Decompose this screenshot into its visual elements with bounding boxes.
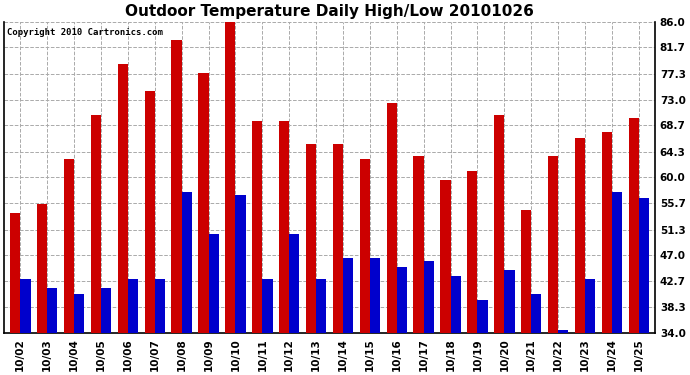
Bar	[397, 267, 407, 333]
Bar	[74, 294, 84, 333]
Bar	[531, 294, 542, 333]
Bar	[558, 330, 569, 333]
Bar	[128, 279, 138, 333]
Bar	[467, 171, 477, 333]
Bar	[424, 261, 434, 333]
Bar	[316, 279, 326, 333]
Bar	[198, 73, 208, 333]
Bar	[333, 144, 343, 333]
Bar	[413, 156, 424, 333]
Bar	[386, 102, 397, 333]
Bar	[155, 279, 165, 333]
Bar	[629, 117, 639, 333]
Bar	[252, 120, 262, 333]
Bar	[208, 234, 219, 333]
Bar	[144, 91, 155, 333]
Bar	[37, 204, 47, 333]
Bar	[451, 276, 461, 333]
Bar	[101, 288, 111, 333]
Bar	[343, 258, 353, 333]
Bar	[181, 192, 192, 333]
Bar	[639, 198, 649, 333]
Bar	[440, 180, 451, 333]
Bar	[118, 64, 128, 333]
Bar	[64, 159, 74, 333]
Bar	[548, 156, 558, 333]
Bar	[585, 279, 595, 333]
Bar	[477, 300, 488, 333]
Bar	[306, 144, 316, 333]
Bar	[521, 210, 531, 333]
Bar	[575, 138, 585, 333]
Bar	[91, 114, 101, 333]
Bar	[10, 213, 20, 333]
Bar	[370, 258, 380, 333]
Bar	[225, 22, 235, 333]
Title: Outdoor Temperature Daily High/Low 20101026: Outdoor Temperature Daily High/Low 20101…	[125, 4, 534, 19]
Bar	[47, 288, 57, 333]
Bar	[504, 270, 515, 333]
Bar	[359, 159, 370, 333]
Bar	[262, 279, 273, 333]
Bar	[494, 114, 504, 333]
Bar	[235, 195, 246, 333]
Bar	[279, 120, 289, 333]
Text: Copyright 2010 Cartronics.com: Copyright 2010 Cartronics.com	[8, 28, 164, 37]
Bar	[612, 192, 622, 333]
Bar	[171, 40, 181, 333]
Bar	[602, 132, 612, 333]
Bar	[289, 234, 299, 333]
Bar	[20, 279, 30, 333]
